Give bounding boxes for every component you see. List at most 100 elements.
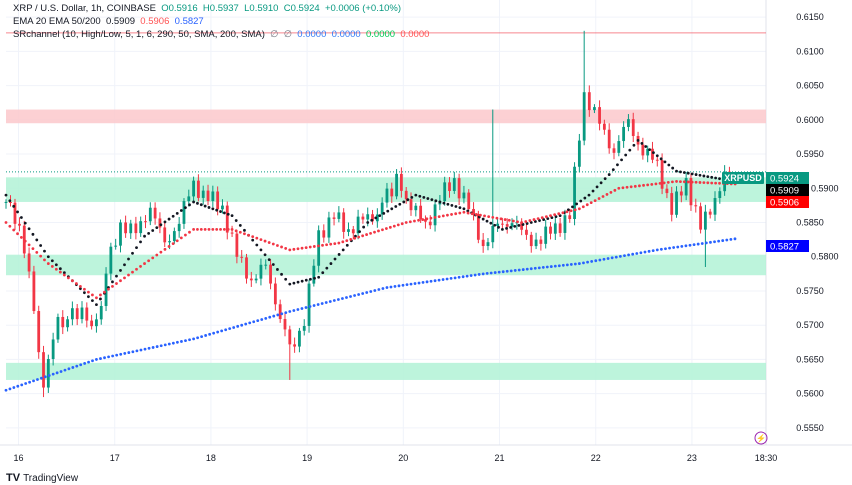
- ema-point: [400, 222, 404, 226]
- ema-point: [107, 355, 110, 359]
- candle-body: [42, 352, 45, 388]
- ema-point: [388, 225, 392, 229]
- ema-point: [99, 357, 102, 360]
- candle-body: [168, 241, 171, 243]
- ema-point: [587, 193, 591, 197]
- y-tick-label: 0.5600: [796, 389, 824, 399]
- ema-point: [83, 291, 86, 295]
- ema-point: [321, 271, 325, 275]
- ema-point: [70, 279, 74, 283]
- ema-point: [607, 173, 611, 176]
- ema-point: [243, 228, 246, 232]
- ema-point: [599, 181, 603, 185]
- ema-point: [179, 236, 183, 240]
- ema-point: [123, 263, 126, 267]
- ema-point: [544, 215, 548, 219]
- ema-point: [493, 271, 497, 274]
- candle-body: [129, 223, 133, 234]
- ema-point: [501, 270, 505, 274]
- ema-point: [643, 250, 647, 254]
- logo-text: TradingView: [23, 472, 79, 484]
- lightning-icon[interactable]: [754, 431, 768, 445]
- ema-point: [545, 265, 549, 269]
- ema-point: [238, 224, 242, 227]
- ema-point: [203, 227, 207, 231]
- ema-point: [382, 211, 386, 215]
- candle-body: [472, 208, 475, 214]
- price-label: 0.5906: [770, 198, 799, 209]
- ema-point: [485, 272, 489, 275]
- ema-point: [284, 277, 288, 281]
- ema-point: [357, 235, 361, 239]
- ema-point: [192, 337, 195, 341]
- ema-point: [353, 294, 356, 297]
- ema-point: [706, 181, 710, 185]
- ema-point: [536, 217, 540, 220]
- ema-point: [385, 286, 389, 289]
- y-tick-label: 0.5800: [811, 252, 839, 262]
- ema-point: [267, 241, 271, 244]
- y-tick-label: 0.6050: [796, 81, 824, 91]
- ema-point: [675, 169, 678, 173]
- ema-point: [325, 243, 328, 247]
- legend-ema-line[interactable]: EMA 20 EMA 50/200 0.5909 0.5906 0.5827: [13, 15, 429, 28]
- ema-point: [549, 265, 553, 268]
- candle-body: [573, 166, 576, 219]
- ema-point: [613, 188, 617, 192]
- ema-point: [624, 153, 628, 157]
- ema-point: [159, 250, 163, 254]
- ema-point: [491, 215, 495, 219]
- ema-point: [694, 180, 698, 184]
- ema-point: [561, 263, 565, 267]
- candle-body: [51, 339, 55, 360]
- candle-body: [646, 148, 650, 156]
- ema-point: [499, 217, 503, 221]
- ema-point: [446, 202, 450, 206]
- ema-point: [151, 346, 155, 349]
- candle-body: [544, 226, 548, 244]
- ema-point: [300, 246, 304, 250]
- ema-point: [710, 175, 714, 179]
- ema-point: [147, 259, 151, 263]
- ema-point: [454, 212, 458, 216]
- ema-point: [336, 298, 340, 301]
- ema-point: [155, 345, 159, 348]
- ema-point: [296, 247, 300, 251]
- candle-body: [631, 119, 635, 136]
- ema-point: [103, 290, 106, 294]
- ema-point: [667, 163, 671, 167]
- ema-point: [66, 276, 70, 280]
- ema-point: [103, 356, 106, 360]
- ema-point: [46, 255, 50, 259]
- candle-body: [114, 245, 118, 247]
- ema-point: [19, 236, 23, 239]
- ema-point: [573, 208, 577, 212]
- ema-point: [260, 318, 264, 321]
- ema-point: [263, 253, 267, 257]
- ema-point: [51, 372, 55, 376]
- legend-srchannel-line[interactable]: SRchannel (10, High/Low, 5, 1, 6, 290, 5…: [13, 28, 429, 41]
- ema-point: [554, 215, 558, 219]
- price-chart[interactable]: 0.6150 0.6100 0.6050 0.6000 0.5950 0.5900 0.58…: [0, 0, 852, 470]
- ema-point: [583, 196, 587, 200]
- candle-body: [32, 271, 36, 312]
- ema-point: [317, 244, 320, 248]
- candle-body: [201, 190, 205, 198]
- candle-body: [293, 344, 297, 347]
- ema-point: [621, 186, 625, 190]
- ema-point: [676, 245, 680, 249]
- ema-point: [671, 180, 674, 184]
- tradingview-logo[interactable]: TV TradingView: [6, 472, 78, 484]
- ema-point: [292, 281, 296, 285]
- ema-point: [405, 283, 409, 287]
- ema-point: [292, 247, 296, 251]
- ema-point: [31, 247, 35, 251]
- ema-point: [381, 287, 385, 290]
- candle-body: [679, 191, 683, 196]
- ema-point: [686, 180, 690, 184]
- ema-point: [393, 284, 397, 288]
- candle-body: [568, 215, 572, 219]
- ema-point: [414, 193, 418, 197]
- price-label-bg: [766, 196, 809, 208]
